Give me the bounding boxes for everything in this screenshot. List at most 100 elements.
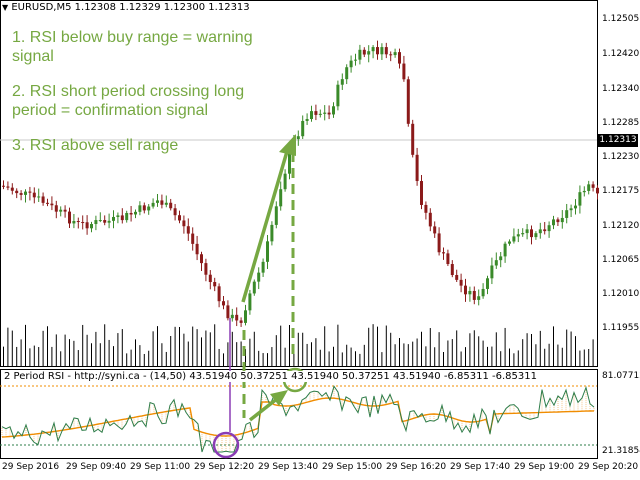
candle-body [15, 190, 19, 194]
indicator-lower-level: 21.31854 [602, 446, 640, 456]
candle-body [6, 186, 10, 188]
price-trend-arrow-shaft [241, 147, 290, 303]
candle-body [54, 205, 58, 212]
candle-body [402, 63, 406, 80]
candle-body [68, 211, 71, 224]
candle-body [424, 204, 428, 213]
candle-body [380, 47, 384, 55]
price-label: 1.12175 [602, 186, 640, 196]
candle-body [222, 301, 225, 306]
candle-body [125, 212, 129, 221]
ohlc-high: 1.12329 [119, 2, 161, 13]
candle-body [477, 296, 481, 300]
candle-body [503, 243, 507, 257]
candle-body [582, 190, 586, 193]
time-label: 29 Sep 09:40 [66, 462, 127, 472]
candle-body [186, 226, 190, 234]
candle-body [376, 47, 379, 55]
candle-body [160, 200, 164, 205]
time-label: 29 Sep 13:40 [258, 462, 319, 472]
symbol-menu-arrow-icon[interactable]: ▼ [2, 3, 9, 12]
candle-body [76, 221, 80, 223]
candle-body [340, 79, 344, 85]
candle-body [371, 47, 375, 52]
candle-body [442, 252, 445, 254]
candle-body [134, 211, 137, 215]
candle-body [98, 220, 102, 222]
candlesticks [2, 40, 599, 327]
candle-body [406, 79, 410, 124]
candle-body [37, 196, 41, 198]
candle-body [389, 54, 393, 56]
candle-body [230, 314, 234, 319]
candle-body [252, 281, 256, 294]
candle-body [274, 206, 278, 225]
indicator-title: 2 Period RSI - http://syni.ca - (14,50) … [4, 371, 537, 382]
candle-body [569, 208, 573, 211]
candle-body [362, 49, 366, 55]
candle-body [94, 220, 98, 225]
annotation-line: 2. RSI short period crossing long [12, 83, 245, 100]
price-label: 1.12505 [602, 14, 640, 24]
candle-body [182, 220, 186, 227]
candle-body [120, 215, 124, 221]
buy-signal-circle [212, 431, 240, 459]
candle-body [552, 219, 555, 226]
rsi-cross-arrow-shaft [248, 396, 280, 422]
candle-body [314, 111, 318, 115]
candle-body [455, 274, 459, 280]
annotation-sell-range: 3. RSI above sell range [12, 136, 178, 155]
time-label: 29 Sep 12:20 [194, 462, 255, 472]
candle-body [327, 112, 331, 115]
candle-body [578, 192, 582, 206]
candle-body [191, 233, 195, 244]
candle-body [195, 243, 199, 255]
ohlc-close: 1.12313 [208, 2, 250, 13]
candle-body [270, 224, 274, 242]
candle-body [398, 52, 401, 64]
candle-body [72, 221, 76, 224]
candle-body [323, 112, 327, 114]
candle-body [464, 285, 467, 295]
candle-body [213, 282, 217, 287]
candle-body [10, 187, 14, 191]
annotation-line: signal [12, 48, 54, 65]
candle-body [129, 212, 133, 215]
candle-body [450, 264, 454, 275]
indicator-pane [0, 385, 597, 453]
candle-body [508, 241, 511, 244]
candle-body [420, 181, 423, 205]
rsi-cross-arrow-head [270, 390, 288, 406]
candle-body [296, 136, 300, 140]
candle-body [591, 184, 595, 188]
candle-body [200, 254, 203, 264]
candle-body [116, 215, 120, 217]
candle-body [85, 222, 89, 229]
candle-body [358, 49, 362, 60]
annotation-line: period = confirmation signal [12, 102, 209, 119]
candle-body [24, 191, 27, 195]
candle-body [310, 111, 313, 120]
candle-body [283, 173, 287, 190]
candle-body [318, 113, 322, 115]
time-label: 29 Sep 17:40 [450, 462, 511, 472]
candle-body [538, 229, 542, 234]
ohlc-open: 1.12308 [74, 2, 117, 13]
candle-body [433, 226, 437, 234]
candle-body [565, 210, 569, 218]
price-label: 1.12230 [602, 152, 640, 162]
candle-body [301, 120, 305, 137]
candle-body [393, 52, 397, 56]
candle-body [63, 209, 67, 212]
price-label: 1.12420 [602, 49, 640, 59]
price-label: 1.12065 [602, 255, 640, 265]
price-trend-arrow-head [279, 134, 296, 156]
annotation-line: 1. RSI below buy range = warning [12, 29, 253, 46]
candle-body [428, 212, 432, 227]
time-label: 29 Sep 19:00 [514, 462, 575, 472]
candle-body [468, 290, 472, 295]
candle-body [28, 191, 32, 193]
